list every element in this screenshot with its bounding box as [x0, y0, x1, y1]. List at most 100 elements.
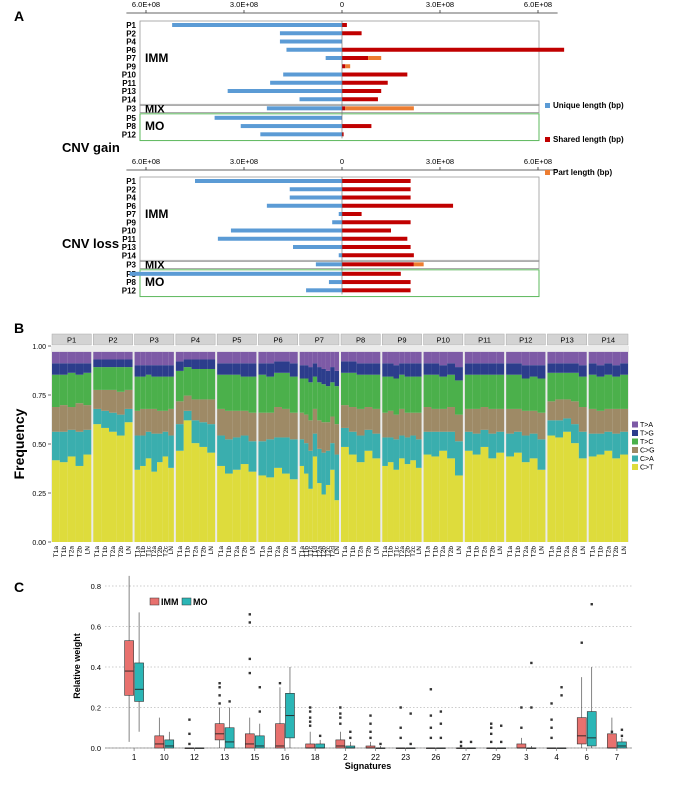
- outlier-point: [490, 740, 493, 744]
- box: [576, 717, 587, 745]
- spectrum-segment: [439, 376, 448, 409]
- spectrum-segment: [372, 363, 381, 375]
- outlier-point: [399, 706, 402, 709]
- sample-label: T1b: [267, 546, 274, 558]
- outlier-point: [520, 726, 523, 729]
- spectrum-segment: [168, 467, 174, 542]
- outlier-point: [469, 740, 473, 744]
- sample-label: T2a: [69, 546, 76, 558]
- spectrum-segment: [145, 374, 152, 409]
- unique-bar: [289, 195, 342, 200]
- spectrum-segment: [372, 433, 381, 459]
- spectrum-segment: [317, 351, 322, 368]
- spectrum-segment: [620, 351, 628, 364]
- facet-label: P6: [273, 336, 282, 345]
- spectrum-segment: [207, 399, 216, 425]
- spectrum-segment: [240, 435, 249, 465]
- shared-bar: [342, 220, 411, 225]
- spectrum-segment: [274, 361, 282, 373]
- spectrum-segment: [571, 401, 579, 425]
- sample-label: T1a: [425, 546, 432, 558]
- spectrum-segment: [393, 439, 400, 470]
- spectrum-segment: [240, 464, 249, 542]
- spectrum-segment: [387, 410, 394, 438]
- spectrum-segment: [604, 450, 613, 542]
- part-bar: [345, 106, 414, 111]
- spectrum-segment: [496, 374, 505, 409]
- sample-label: LN: [373, 546, 380, 555]
- spectrum-segment: [317, 382, 322, 421]
- outlier-point: [339, 722, 342, 725]
- spectrum-segment: [75, 431, 84, 466]
- spectrum-segment: [596, 410, 605, 434]
- spectrum-segment: [555, 351, 564, 364]
- shared-bar: [342, 236, 408, 241]
- spectrum-segment: [52, 460, 60, 542]
- outlier-point: [580, 641, 583, 644]
- sample-label: T1b: [598, 546, 605, 558]
- spectrum-segment: [207, 424, 216, 453]
- y-tick-label: 1.00: [32, 344, 46, 351]
- unique-bar: [289, 187, 342, 192]
- spectrum-segment: [321, 368, 326, 385]
- spectrum-segment: [266, 376, 275, 413]
- outlier-point: [339, 716, 342, 719]
- spectrum-segment: [282, 408, 290, 438]
- spectrum-segment: [258, 441, 267, 476]
- y-tick-label: 0.25: [32, 491, 46, 498]
- spectrum-segment: [225, 439, 233, 474]
- spectrum-segment: [52, 374, 60, 408]
- spectrum-segment: [612, 376, 621, 409]
- spectrum-segment: [578, 365, 587, 377]
- spectrum-segment: [93, 351, 102, 360]
- spectrum-segment: [514, 374, 522, 409]
- unique-bar: [214, 115, 342, 120]
- spectrum-segment: [415, 363, 422, 377]
- spectrum-segment: [168, 376, 174, 409]
- outlier-point: [379, 742, 382, 746]
- spectrum-segment: [199, 422, 208, 447]
- spectrum-segment: [423, 374, 432, 408]
- spectrum-segment: [393, 469, 400, 542]
- spectrum-segment: [537, 351, 546, 366]
- spectrum-segment: [387, 363, 394, 377]
- panel-c-label: C: [14, 579, 24, 595]
- spectrum-segment: [563, 431, 571, 542]
- outlier-point: [318, 734, 322, 738]
- spectrum-segment: [404, 363, 411, 377]
- x-tick-label: 3: [524, 753, 529, 762]
- x-tick-label: 23: [401, 753, 410, 762]
- spectrum-segment: [356, 408, 365, 436]
- patient-label: P4: [126, 194, 136, 203]
- spectrum-segment: [620, 454, 628, 542]
- spectrum-segment: [317, 448, 322, 484]
- sample-label: T2b: [77, 546, 84, 558]
- spectrum-segment: [134, 351, 141, 366]
- spectrum-segment: [258, 412, 267, 442]
- box: [154, 735, 165, 749]
- shared-bar: [342, 262, 414, 267]
- spectrum-segment: [162, 410, 169, 432]
- unique-bar: [240, 124, 342, 129]
- spectrum-segment: [145, 365, 152, 375]
- spectrum-segment: [145, 431, 152, 459]
- spectrum-segment: [472, 433, 481, 455]
- sample-label: T1b: [515, 546, 522, 558]
- outlier-point: [248, 657, 251, 661]
- spectrum-segment: [325, 450, 331, 485]
- spectrum-segment: [217, 465, 225, 542]
- box: [124, 640, 134, 696]
- facet-strip: [299, 333, 340, 346]
- legend-label: IMM: [161, 597, 179, 607]
- spectrum-segment: [101, 367, 109, 390]
- outlier-point: [439, 736, 443, 740]
- spectrum-segment: [555, 363, 564, 373]
- spectrum-segment: [399, 458, 405, 542]
- spectrum-segment: [464, 363, 473, 375]
- spectrum-segment: [356, 462, 365, 542]
- spectrum-segment: [225, 351, 233, 364]
- spectrum-segment: [547, 401, 556, 421]
- spectrum-segment: [175, 370, 184, 402]
- spectrum-segment: [116, 351, 125, 360]
- shared-bar: [342, 64, 346, 69]
